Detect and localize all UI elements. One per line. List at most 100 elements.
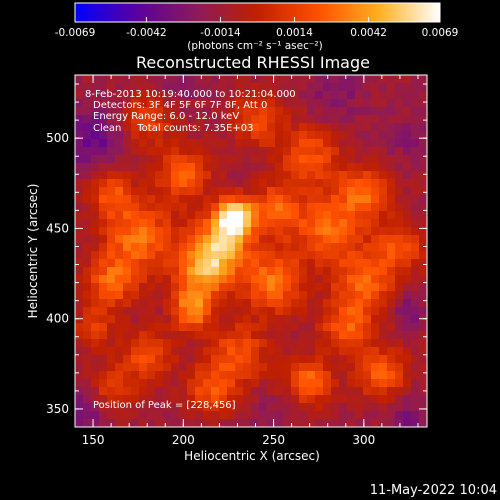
heatmap-cell <box>411 219 420 228</box>
heatmap-cell <box>355 187 364 196</box>
heatmap-cell <box>99 203 108 212</box>
heatmap-cell <box>163 411 172 420</box>
heatmap-cell <box>267 323 276 332</box>
heatmap-cell <box>339 275 348 284</box>
heatmap-cell <box>179 395 188 404</box>
heatmap-cell <box>219 235 228 244</box>
heatmap-cell <box>139 171 148 180</box>
heatmap-cell <box>179 259 188 268</box>
heatmap-cell <box>267 275 276 284</box>
heatmap-cell <box>403 315 412 324</box>
heatmap-cell <box>131 219 140 228</box>
heatmap-cell <box>171 347 180 356</box>
heatmap-cell <box>91 155 100 164</box>
heatmap-cell <box>83 171 92 180</box>
heatmap-cell <box>171 379 180 388</box>
heatmap-cell <box>99 147 108 156</box>
heatmap-cell <box>331 387 340 396</box>
heatmap-cell <box>259 211 268 220</box>
heatmap-cell <box>91 195 100 204</box>
heatmap-cell <box>283 211 292 220</box>
heatmap-cell <box>419 379 427 388</box>
heatmap-cell <box>251 147 260 156</box>
heatmap-cell <box>211 331 220 340</box>
heatmap-cell <box>307 155 316 164</box>
heatmap-cell <box>275 147 284 156</box>
heatmap-cell <box>379 171 388 180</box>
heatmap-cell <box>75 291 84 300</box>
heatmap-cell <box>419 203 427 212</box>
heatmap-cell <box>395 315 404 324</box>
heatmap-cell <box>347 203 356 212</box>
heatmap-cell <box>219 107 228 116</box>
heatmap-cell <box>187 83 196 92</box>
heatmap-cell <box>219 91 228 100</box>
heatmap-cell <box>235 411 244 420</box>
heatmap-cell <box>307 219 316 228</box>
heatmap-cell <box>283 395 292 404</box>
heatmap-cell <box>243 395 252 404</box>
heatmap-cell <box>291 291 300 300</box>
heatmap-cell <box>339 131 348 140</box>
heatmap-cell <box>107 139 116 148</box>
heatmap-cell <box>99 283 108 292</box>
heatmap-cell <box>219 315 228 324</box>
heatmap-cell <box>395 323 404 332</box>
heatmap-cell <box>323 171 332 180</box>
heatmap-cell <box>139 227 148 236</box>
heatmap-cell <box>275 267 284 276</box>
heatmap-cell <box>379 411 388 420</box>
heatmap-cell <box>139 211 148 220</box>
heatmap-cell <box>195 307 204 316</box>
heatmap-cell <box>355 283 364 292</box>
heatmap-cell <box>339 227 348 236</box>
heatmap-cell <box>139 147 148 156</box>
heatmap-cell <box>171 299 180 308</box>
heatmap-cell <box>347 195 356 204</box>
heatmap-cell <box>323 283 332 292</box>
heatmap-cell <box>395 259 404 268</box>
heatmap-cell <box>307 243 316 252</box>
heatmap-cell <box>91 291 100 300</box>
heatmap-cell <box>307 115 316 124</box>
heatmap-cell <box>411 259 420 268</box>
heatmap-cell <box>83 323 92 332</box>
heatmap-cell <box>283 355 292 364</box>
heatmap-cell <box>171 395 180 404</box>
heatmap-cell <box>235 283 244 292</box>
heatmap-cell <box>211 195 220 204</box>
heatmap-cell <box>339 291 348 300</box>
heatmap-cell <box>267 83 276 92</box>
heatmap-cell <box>155 123 164 132</box>
heatmap-cell <box>187 251 196 260</box>
heatmap-cell <box>307 131 316 140</box>
heatmap-cell <box>203 339 212 348</box>
heatmap-cell <box>379 339 388 348</box>
heatmap-cell <box>315 139 324 148</box>
heatmap-cell <box>219 139 228 148</box>
heatmap-cell <box>419 115 427 124</box>
heatmap-cell <box>379 147 388 156</box>
heatmap-cell <box>251 107 260 116</box>
heatmap-cell <box>403 331 412 340</box>
heatmap-cell <box>107 259 116 268</box>
heatmap-cell <box>323 339 332 348</box>
heatmap-cell <box>403 155 412 164</box>
heatmap-cell <box>419 299 427 308</box>
heatmap-cell <box>179 291 188 300</box>
heatmap-cell <box>179 187 188 196</box>
heatmap-cell <box>259 403 268 412</box>
heatmap-cell <box>99 107 108 116</box>
x-tick-label: 300 <box>352 433 375 447</box>
heatmap-cell <box>291 75 300 84</box>
heatmap-cell <box>299 403 308 412</box>
heatmap-cell <box>291 283 300 292</box>
heatmap-cell <box>275 107 284 116</box>
heatmap-cell <box>211 187 220 196</box>
heatmap-cell <box>267 147 276 156</box>
heatmap-cell <box>107 123 116 132</box>
heatmap-cell <box>331 395 340 404</box>
heatmap-cell <box>139 259 148 268</box>
heatmap-cell <box>339 339 348 348</box>
heatmap-cell <box>275 283 284 292</box>
